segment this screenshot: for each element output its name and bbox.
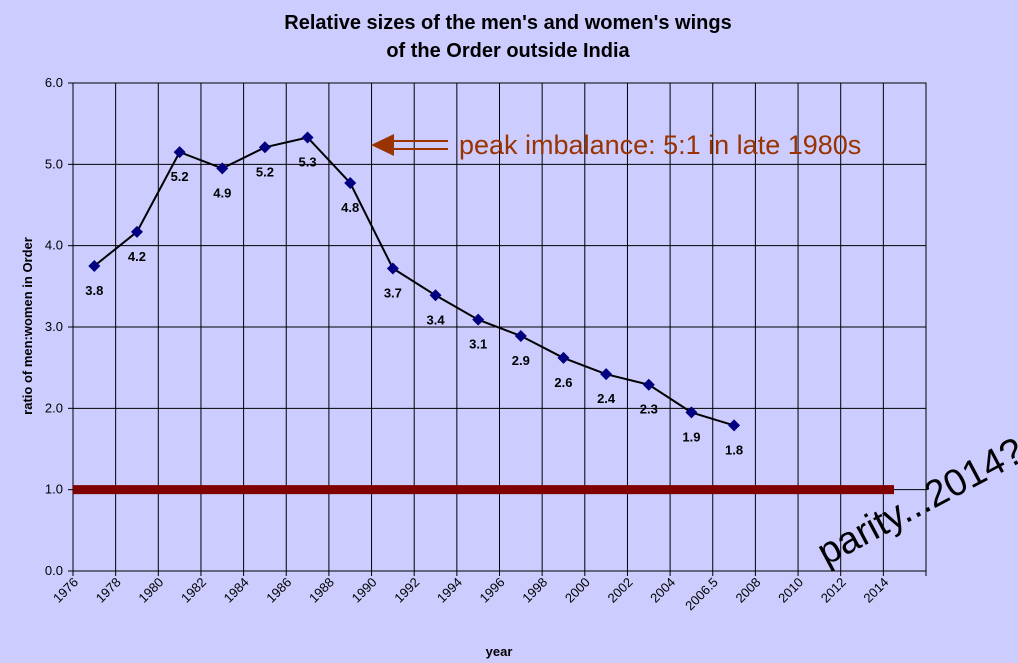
data-point: [130, 225, 143, 238]
data-label: 2.4: [597, 391, 616, 406]
data-label: 5.2: [171, 169, 189, 184]
x-tick-label: 1982: [178, 575, 209, 606]
data-point: [642, 378, 655, 391]
data-label: 3.8: [85, 283, 103, 298]
x-tick-label: 2008: [732, 575, 763, 606]
data-point: [173, 146, 186, 159]
data-label: 2.3: [640, 402, 658, 417]
data-point: [258, 141, 271, 154]
axes: [68, 82, 927, 576]
data-label: 3.4: [426, 312, 445, 327]
y-tick-label: 5.0: [45, 156, 63, 171]
x-axis-title: year: [486, 644, 513, 659]
y-tick-label: 0.0: [45, 563, 63, 578]
data-point: [472, 313, 485, 326]
data-point: [386, 262, 399, 275]
x-tick-label: 2010: [775, 575, 806, 606]
data-point: [685, 406, 698, 419]
data-point: [514, 329, 527, 342]
x-tick-label: 1978: [93, 575, 124, 606]
data-label: 4.8: [341, 200, 359, 215]
x-tick-label: 2000: [562, 575, 593, 606]
x-tick-labels: 1976 1978 1980 1982 1984 1986 1988 1990 1992 1994…: [50, 575, 891, 614]
x-tick-label: 1984: [221, 575, 252, 606]
data-point: [216, 162, 229, 175]
data-point: [301, 131, 314, 144]
data-label: 4.2: [128, 249, 146, 264]
x-tick-label: 2012: [818, 575, 849, 606]
x-tick-label: 1994: [434, 575, 465, 606]
data-label: 5.3: [299, 154, 317, 169]
x-tick-label: 1992: [391, 575, 422, 606]
data-point: [728, 419, 741, 432]
x-tick-label: 1980: [135, 575, 166, 606]
data-point: [344, 177, 357, 190]
data-point: [557, 351, 570, 364]
y-tick-label: 3.0: [45, 319, 63, 334]
data-point: [429, 289, 442, 302]
y-tick-label: 6.0: [45, 75, 63, 90]
x-tick-label: 1986: [263, 575, 294, 606]
x-tick-label: 1988: [306, 575, 337, 606]
series-line: [93, 136, 735, 427]
data-label: 3.1: [469, 337, 487, 352]
x-tick-label: 1998: [519, 575, 550, 606]
y-tick-labels: 0.0 1.0 2.0 3.0 4.0 5.0 6.0: [45, 75, 63, 578]
parity-annotation: parity...2014?: [811, 430, 1018, 574]
x-tick-label: 1990: [349, 575, 380, 606]
x-tick-label: 2006.5: [682, 575, 721, 614]
data-label: 2.6: [554, 375, 572, 390]
x-tick-label: 2004: [647, 575, 678, 606]
peak-annotation: peak imbalance: 5:1 in late 1980s: [459, 130, 861, 160]
data-label: 3.7: [384, 285, 402, 300]
data-label: 2.9: [512, 353, 530, 368]
data-label: 4.9: [213, 185, 231, 200]
x-tick-label: 2002: [605, 575, 636, 606]
y-tick-label: 2.0: [45, 400, 63, 415]
data-label: 1.8: [725, 442, 743, 457]
y-tick-label: 1.0: [45, 482, 63, 497]
x-tick-label: 1976: [50, 575, 81, 606]
y-tick-label: 4.0: [45, 238, 63, 253]
data-point: [88, 260, 101, 272]
data-point: [600, 368, 613, 381]
series: [88, 131, 741, 432]
x-tick-label: 2014: [860, 575, 891, 606]
chart-title-line-1: Relative sizes of the men's and women's …: [284, 12, 731, 34]
x-tick-label: 1996: [477, 575, 508, 606]
data-label: 1.9: [682, 429, 700, 444]
peak-annotation-arrow: [371, 134, 448, 156]
chart-title-line-2: of the Order outside India: [386, 40, 630, 62]
data-label: 5.2: [256, 164, 274, 179]
data-labels: 3.8 4.2 5.2 4.9 5.2 5.3 4.8 3.7 3.4 3.1 2.9 2.6 2.4 2…: [85, 154, 743, 457]
y-axis-title: ratio of men:women in Order: [20, 237, 35, 415]
